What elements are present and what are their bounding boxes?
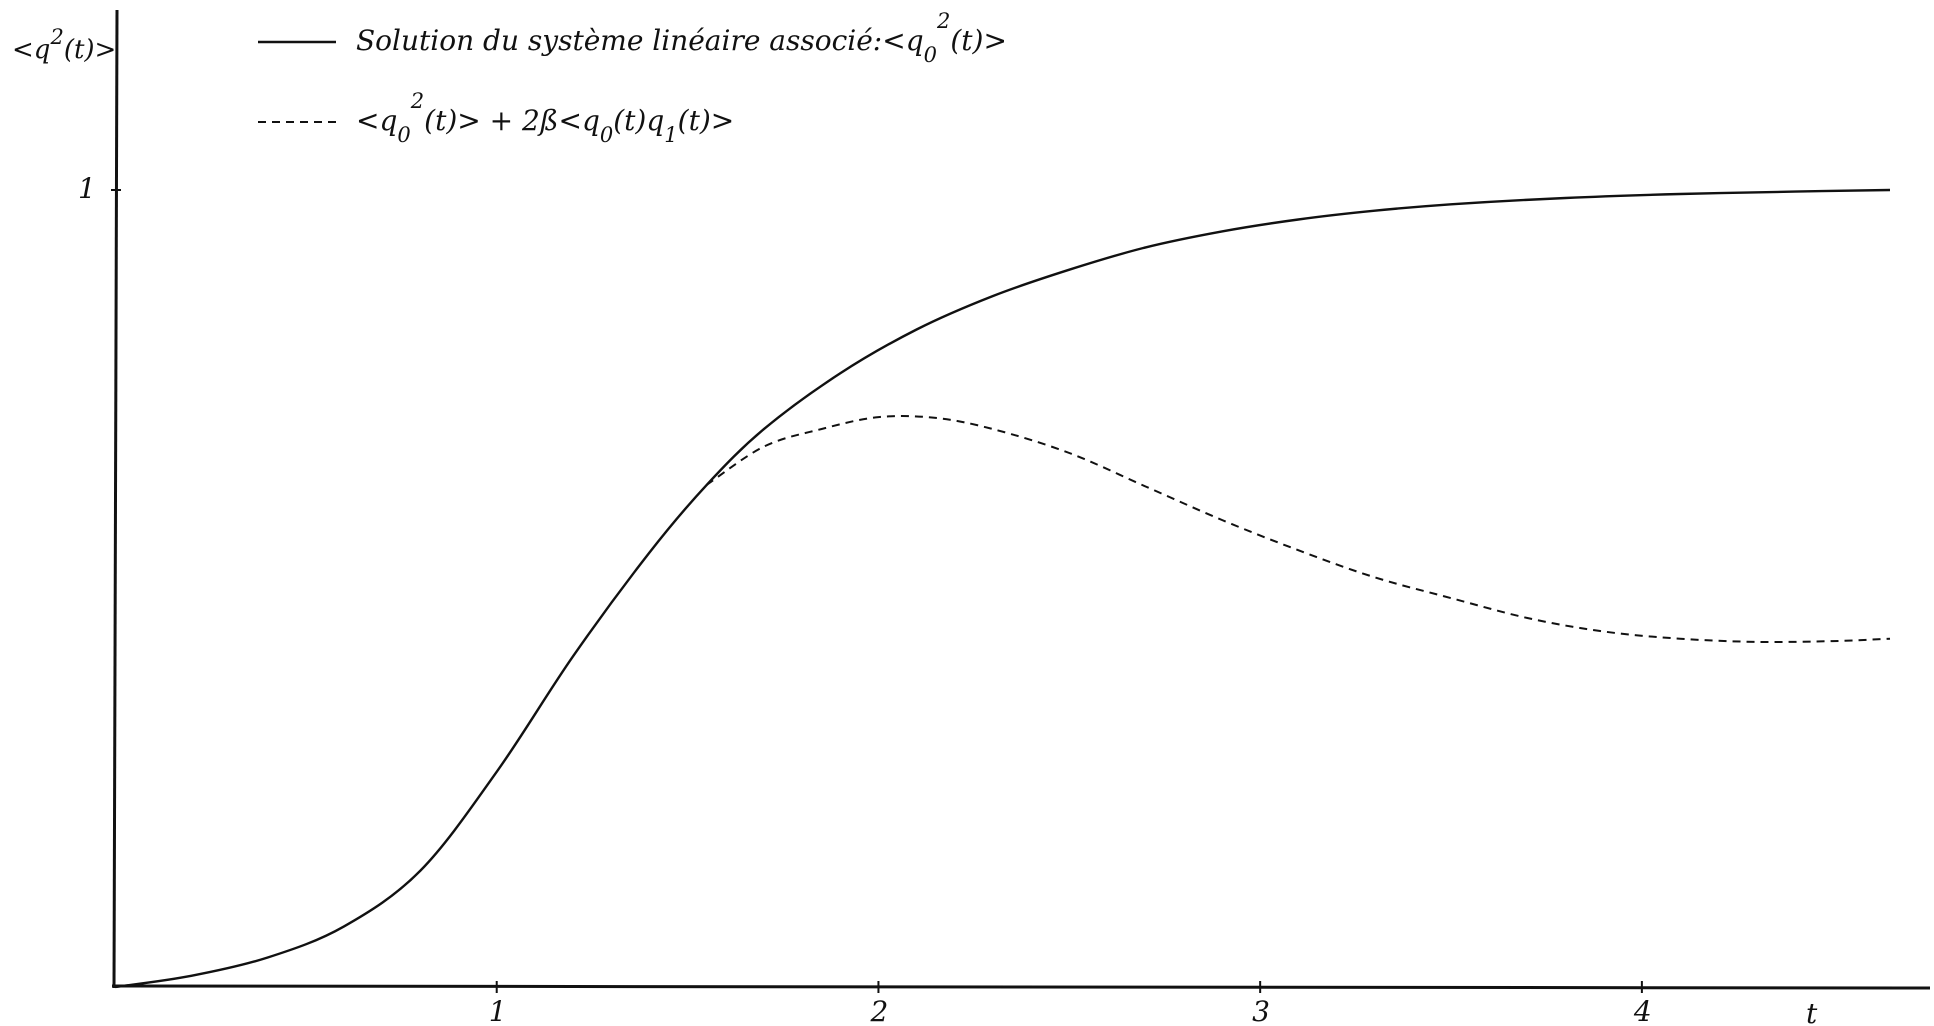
y-tick-label: 1	[78, 172, 96, 205]
legend-text-part: 2	[410, 89, 424, 113]
x-tick-label: 1	[489, 995, 507, 1026]
legend-text-part: 0	[924, 43, 937, 67]
tick-group: 1 2 3 4 1	[78, 172, 1652, 1026]
y-axis-label-prefix: <q	[12, 35, 50, 65]
legend-text-part: (t)>	[678, 104, 735, 137]
legend-entry-2: <q02(t)> + 2ß<q0(t)q1(t)>	[356, 89, 734, 147]
legend: Solution du système linéaire associé:<q0…	[258, 9, 1007, 147]
legend-text-part: (t)q	[613, 104, 664, 137]
x-axis-label: t	[1806, 997, 1818, 1026]
x-tick-label: 2	[869, 995, 888, 1026]
y-axis-label-sup: 2	[49, 25, 63, 49]
legend-text-part: 0	[397, 123, 410, 147]
legend-text-part: 1	[664, 123, 677, 147]
x-axis-line	[111, 984, 1931, 990]
legend-text-part: (t)>	[950, 24, 1007, 57]
series-line-1	[114, 188, 1891, 989]
legend-text-part: 2	[936, 9, 950, 33]
y-axis-line	[112, 9, 119, 989]
legend-text-part: Solution du système linéaire associé:<q	[356, 24, 924, 57]
series-group	[114, 188, 1891, 989]
x-tick-label: 3	[1252, 995, 1270, 1026]
x-tick-label: 4	[1633, 995, 1652, 1026]
series-line-2	[706, 415, 1891, 644]
legend-text-part: <q	[356, 104, 397, 137]
y-axis-label: <q2(t)>	[12, 25, 116, 65]
legend-text-part: (t)> + 2ß<q	[424, 104, 600, 137]
legend-entry-1: Solution du système linéaire associé:<q0…	[356, 9, 1007, 67]
legend-text-part: 0	[600, 123, 613, 147]
y-axis-label-suffix: (t)>	[64, 35, 117, 65]
